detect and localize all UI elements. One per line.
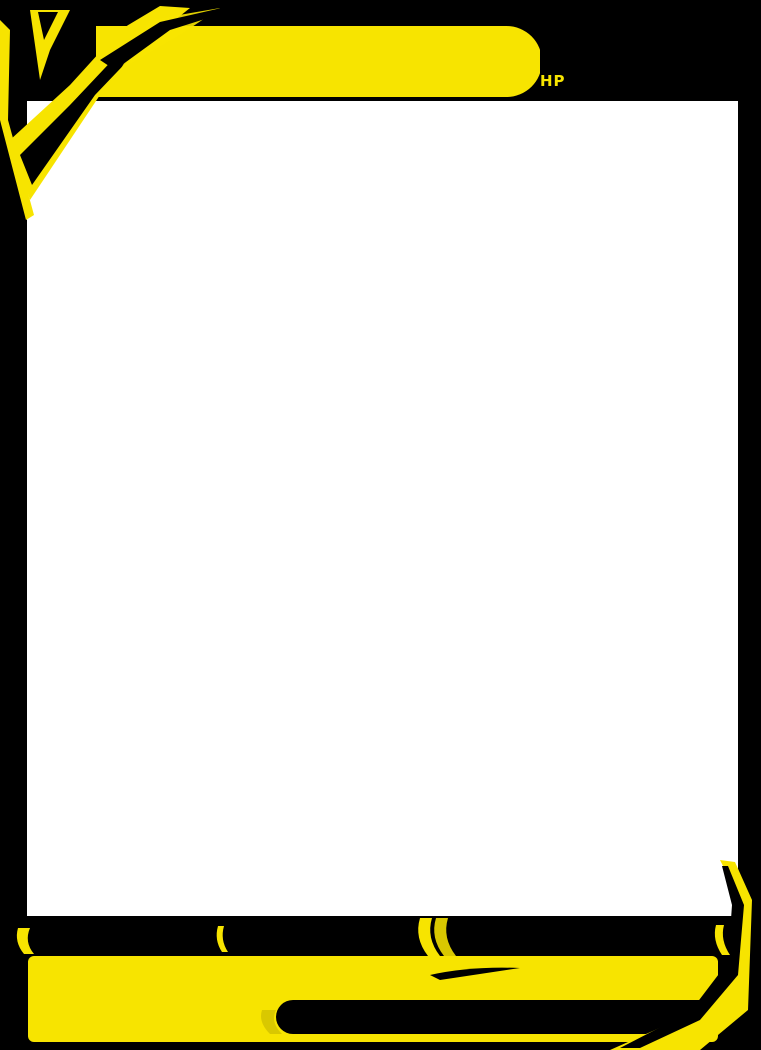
info-bar-right bbox=[452, 922, 730, 956]
text-bar-bottom bbox=[276, 1000, 720, 1034]
info-bar-middle bbox=[226, 922, 422, 956]
hp-label-overlay: HP bbox=[540, 72, 566, 90]
art-window bbox=[27, 101, 738, 916]
name-plate bbox=[96, 26, 542, 97]
info-bar-left bbox=[30, 922, 220, 956]
